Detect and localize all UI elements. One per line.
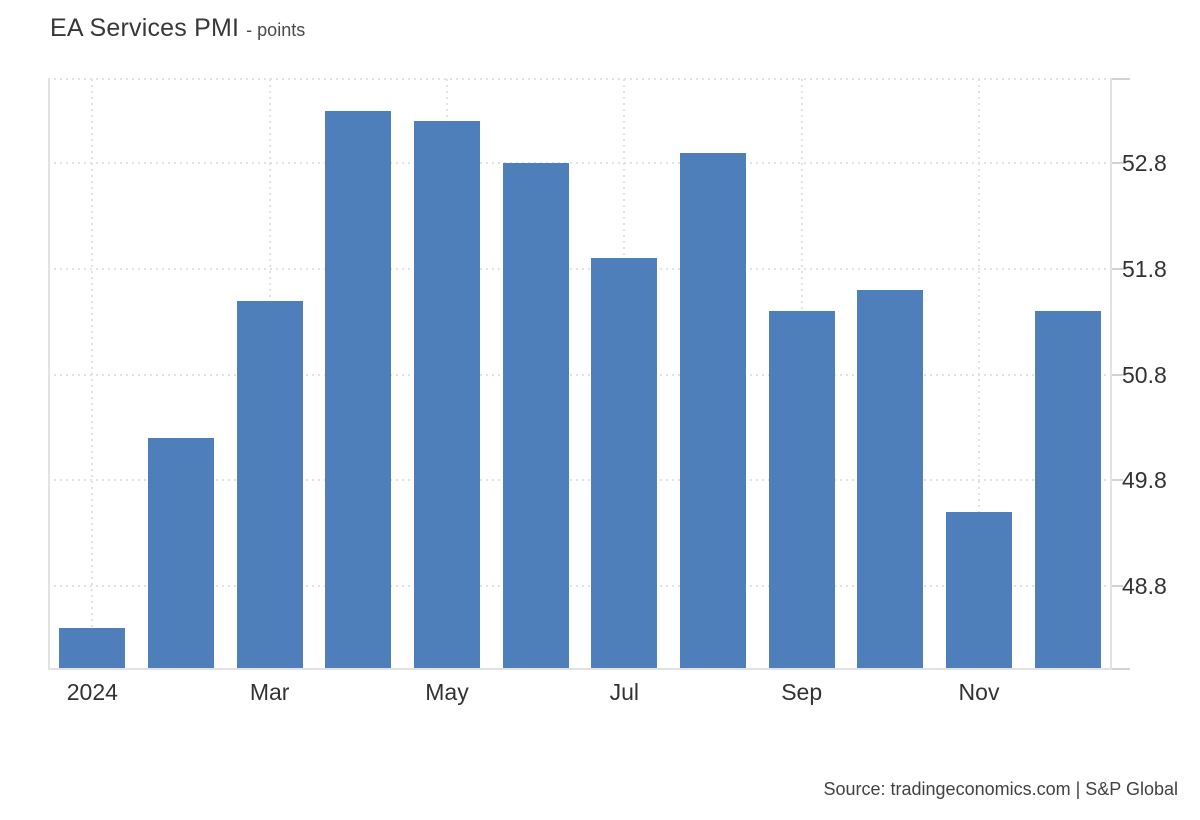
bar-nov-2024[interactable] (946, 511, 1012, 670)
v-gridline (978, 79, 980, 670)
bar-mar-2024[interactable] (236, 300, 303, 670)
y-tick-mark (1112, 479, 1123, 482)
h-gridline (48, 584, 1112, 587)
bar-sep-2024[interactable] (768, 311, 835, 670)
plot-border-top (48, 78, 1112, 80)
y-tick-label: 50.8 (1122, 361, 1167, 388)
y-axis-end-tick-bottom (1112, 668, 1130, 670)
bar-oct-2024[interactable] (857, 290, 924, 670)
x-axis-line (48, 668, 1112, 670)
h-gridline (48, 479, 1112, 482)
y-tick-mark (1112, 373, 1123, 376)
bar-feb-2024[interactable] (148, 437, 214, 670)
y-tick-mark (1112, 162, 1123, 165)
chart-subtitle: - points (246, 20, 306, 40)
x-tick-label: Sep (781, 679, 823, 705)
y-tick-mark (1112, 584, 1123, 587)
chart-header: EA Services PMI - points (50, 14, 305, 43)
h-gridline (48, 373, 1112, 376)
x-tick-label: Jul (609, 679, 640, 705)
bar-jun-2024[interactable] (502, 163, 569, 670)
h-gridline (48, 162, 1112, 165)
chart-title: EA Services PMI (50, 14, 240, 42)
y-axis-line (1110, 79, 1112, 670)
x-tick-label: 2024 (66, 679, 118, 705)
plot-border-left (48, 79, 50, 670)
bar-dec-2024[interactable] (1034, 311, 1101, 670)
y-axis-end-tick-top (1112, 78, 1130, 80)
bar-jan-2024[interactable] (59, 627, 126, 670)
y-tick-label: 51.8 (1122, 255, 1167, 282)
x-tick-label: Mar (249, 679, 290, 705)
x-tick-label: May (425, 679, 469, 705)
y-tick-mark (1112, 267, 1123, 270)
bar-jul-2024[interactable] (591, 258, 658, 670)
v-gridline (91, 79, 94, 670)
x-tick-label: Nov (958, 679, 1000, 705)
y-tick-label: 49.8 (1122, 467, 1167, 494)
y-tick-label: 52.8 (1122, 150, 1167, 177)
y-tick-label: 48.8 (1122, 572, 1167, 599)
source-attribution: Source: tradingeconomics.com | S&P Globa… (823, 779, 1178, 799)
bar-aug-2024[interactable] (680, 152, 746, 670)
bar-apr-2024[interactable] (325, 110, 392, 670)
bar-may-2024[interactable] (414, 121, 480, 670)
h-gridline (48, 267, 1112, 270)
